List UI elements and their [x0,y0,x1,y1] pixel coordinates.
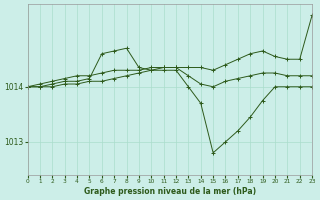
X-axis label: Graphe pression niveau de la mer (hPa): Graphe pression niveau de la mer (hPa) [84,187,256,196]
